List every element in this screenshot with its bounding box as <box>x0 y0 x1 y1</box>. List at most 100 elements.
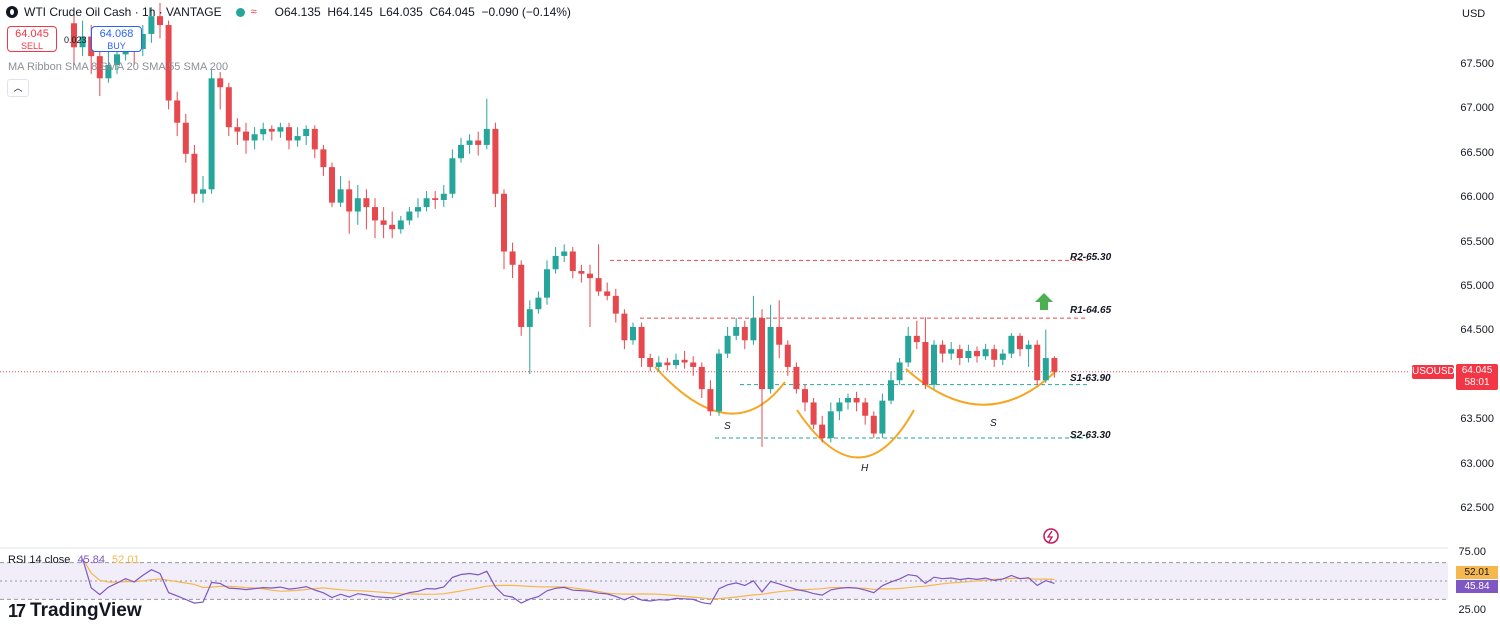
candle-body <box>630 326 636 341</box>
candle-body <box>363 198 370 208</box>
candle-body <box>784 344 791 367</box>
candle <box>931 340 937 390</box>
candle <box>423 191 430 212</box>
price-axis-tick: 66.500 <box>1460 146 1494 159</box>
candle <box>673 353 679 369</box>
candle-body <box>879 400 886 434</box>
candle <box>982 343 989 360</box>
candle <box>595 244 602 296</box>
candle-body <box>449 158 456 194</box>
candle <box>922 317 929 390</box>
candle <box>157 2 163 39</box>
tradingview-mark-icon: 17 <box>8 600 26 621</box>
candle-body <box>311 128 318 150</box>
currency-label[interactable]: USD <box>1462 8 1486 20</box>
last-price-tag: 64.045 58:01 <box>1456 364 1498 390</box>
wave-icon[interactable]: ≈ <box>250 6 257 18</box>
candle-body <box>638 326 645 359</box>
level-label-s2: S2-63.30 <box>1070 430 1111 441</box>
candle-body <box>320 149 327 168</box>
candle-body <box>466 140 473 145</box>
candle-body <box>664 362 671 366</box>
candle-body <box>501 193 507 252</box>
ohlc-o-value: 64.135 <box>284 5 321 19</box>
candle-body <box>1017 335 1023 350</box>
rsi-axis-75: 75.00 <box>1458 546 1486 558</box>
candle <box>690 356 697 376</box>
candle <box>724 326 731 359</box>
candle-body <box>569 251 576 272</box>
candle <box>965 344 972 363</box>
tradingview-wordmark: TradingView <box>30 600 142 621</box>
candle-body <box>518 264 525 327</box>
candle-body <box>956 349 963 359</box>
candle <box>733 318 740 341</box>
candle <box>294 127 301 147</box>
candle <box>518 260 525 336</box>
symbol-title: WTI Crude Oil Cash · 1h · VANTAGE <box>24 5 222 19</box>
candle <box>948 342 955 360</box>
candle-body <box>759 318 765 390</box>
candle <box>234 118 241 145</box>
candle-body <box>1025 344 1032 350</box>
candle <box>974 346 980 363</box>
candle <box>449 149 456 199</box>
candle <box>793 362 800 394</box>
candle-body <box>982 349 989 357</box>
sell-label: SELL <box>20 41 44 51</box>
candle <box>862 398 869 425</box>
sell-button[interactable]: 64.045 SELL <box>7 26 57 52</box>
candle-body <box>423 198 430 208</box>
candle <box>999 349 1006 366</box>
candle-body <box>251 134 258 141</box>
candle <box>174 91 181 137</box>
candle <box>380 207 387 239</box>
candle-body <box>432 198 439 200</box>
level-label-s1: S1-63.90 <box>1070 373 1111 384</box>
candle-body <box>139 33 146 50</box>
candle <box>845 393 851 410</box>
rsi-value-tag: 45.84 <box>1456 580 1498 593</box>
buy-button[interactable]: 64.068 BUY <box>91 26 142 52</box>
candle <box>79 20 86 57</box>
candle-body <box>836 402 843 412</box>
ohlc-h-key: H <box>327 5 337 19</box>
candle <box>905 326 912 367</box>
ma-ribbon-legend[interactable]: MA Ribbon SMA 8 SMA 20 SMA 55 SMA 200 <box>8 61 229 73</box>
candle <box>406 207 413 225</box>
candle <box>526 300 533 375</box>
candle-body <box>716 353 722 412</box>
candle-body <box>268 128 275 132</box>
candle-body <box>793 366 800 390</box>
candle-body <box>948 349 955 354</box>
head-and-shoulders-pattern <box>654 366 1058 459</box>
left-shoulder-curve <box>654 366 786 415</box>
tradingview-logo[interactable]: 17 TradingView <box>8 600 142 622</box>
candle <box>698 362 705 398</box>
collapse-legend-button[interactable]: ︿ <box>7 79 29 97</box>
candle-body <box>922 342 929 385</box>
candle-body <box>174 100 181 123</box>
candle-body <box>346 189 353 212</box>
candle-body <box>165 25 172 101</box>
candle-body <box>578 271 585 274</box>
candle <box>819 415 826 443</box>
candle <box>337 176 344 208</box>
rsi-axis-25: 25.00 <box>1458 604 1486 616</box>
candle <box>1025 340 1032 367</box>
vantage-logo-icon <box>6 6 18 18</box>
market-open-icon <box>235 7 245 17</box>
candle-body <box>905 335 912 363</box>
symbol-legend[interactable]: WTI Crude Oil Cash · 1h · VANTAGE ≈ O64.… <box>6 5 571 19</box>
rsi-legend[interactable]: RSI 14 close 45.84 52.01 <box>8 554 140 566</box>
candle <box>372 198 378 239</box>
candle <box>587 264 593 327</box>
candle <box>896 358 903 385</box>
candle-body <box>999 353 1006 360</box>
candle-body <box>380 220 387 225</box>
candle <box>96 47 103 97</box>
candle-body <box>105 65 112 79</box>
ohlc-o-key: O <box>274 5 284 19</box>
ohlc-c-value: 64.045 <box>438 5 475 19</box>
